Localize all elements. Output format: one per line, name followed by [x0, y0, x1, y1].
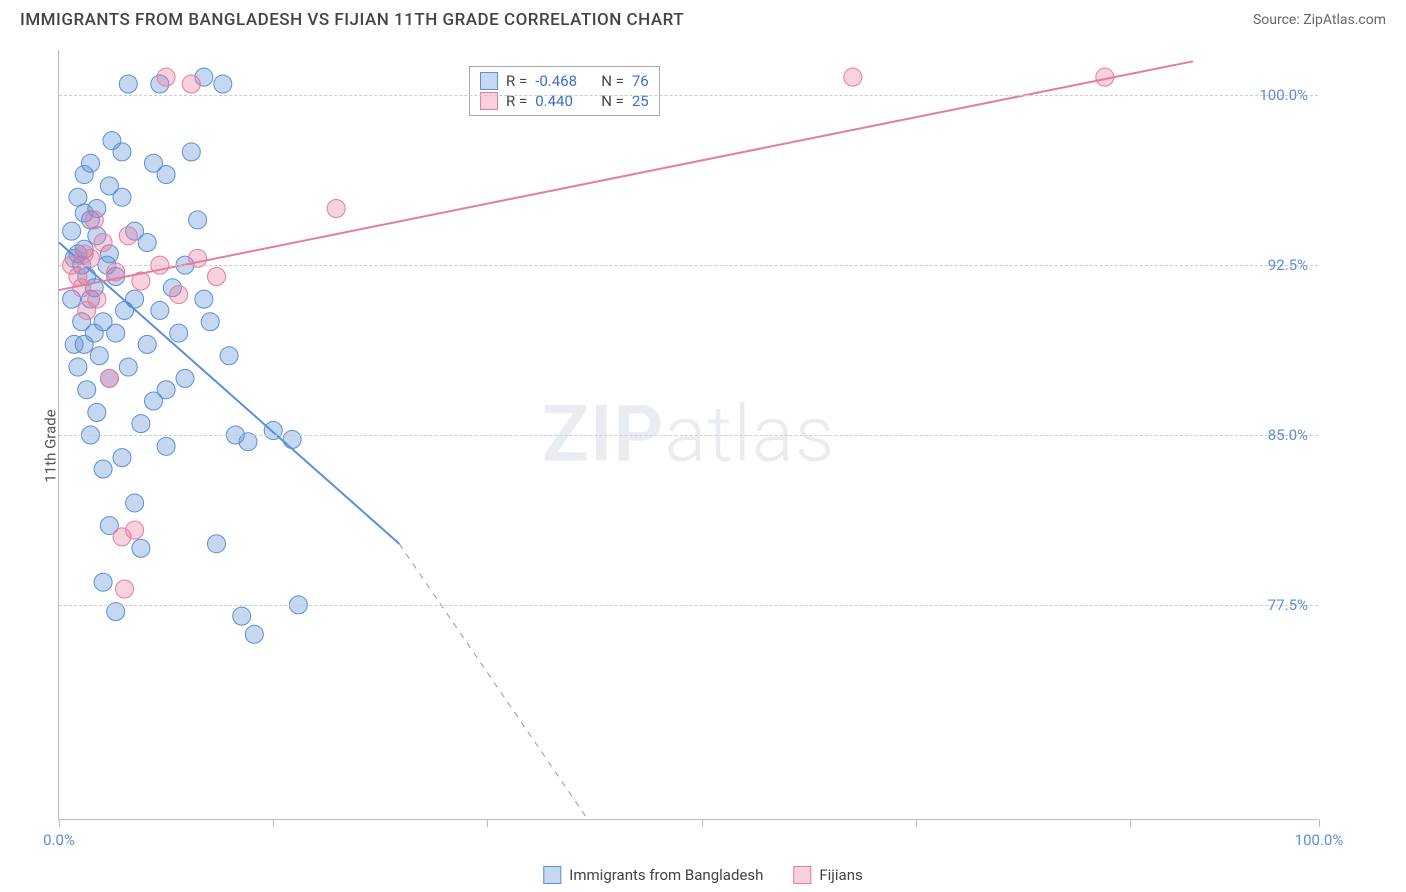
scatter-point [844, 68, 862, 86]
r-value: -0.468 [535, 72, 593, 90]
scatter-point [113, 188, 131, 206]
scatter-point [157, 68, 175, 86]
scatter-point [116, 580, 134, 598]
scatter-point [103, 132, 121, 150]
source-credit: Source: ZipAtlas.com [1253, 12, 1386, 28]
scatter-point [69, 358, 87, 376]
grid-line [59, 605, 1318, 606]
scatter-point [208, 535, 226, 553]
scatter-point [90, 347, 108, 365]
source-label: Source: [1253, 12, 1303, 28]
scatter-point [119, 358, 137, 376]
y-tick-label: 85.0% [1268, 426, 1308, 444]
chart-area: ZIPatlas R =-0.468N =76R =0.440N =25 100… [58, 50, 1318, 820]
scatter-point [126, 494, 144, 512]
scatter-point [85, 211, 103, 229]
trend-line [59, 243, 399, 544]
scatter-point [214, 75, 232, 93]
legend-swatch [543, 866, 561, 884]
legend-label: Fijians [819, 866, 862, 884]
x-tick-label-start: 0.0% [43, 831, 75, 849]
header: IMMIGRANTS FROM BANGLADESH VS FIJIAN 11T… [0, 0, 1406, 36]
scatter-point [119, 75, 137, 93]
scatter-point [327, 200, 345, 218]
scatter-point [85, 324, 103, 342]
scatter-point [94, 460, 112, 478]
legend-swatch [480, 72, 498, 90]
scatter-point [126, 521, 144, 539]
legend-stats-row: R =0.440N =25 [480, 91, 649, 111]
scatter-point [195, 290, 213, 308]
scatter-point [170, 324, 188, 342]
scatter-point [73, 279, 91, 297]
legend-item: Immigrants from Bangladesh [543, 866, 763, 884]
scatter-point [69, 188, 87, 206]
scatter-point [189, 211, 207, 229]
scatter-point [65, 335, 83, 353]
scatter-point [119, 227, 137, 245]
grid-line [59, 95, 1318, 96]
scatter-point [170, 286, 188, 304]
scatter-point [94, 234, 112, 252]
y-axis-label: 11th Grade [42, 409, 60, 482]
legend-stats-row: R = -0.468 N = 76 [480, 71, 649, 91]
x-tick [487, 819, 488, 827]
chart-title: IMMIGRANTS FROM BANGLADESH VS FIJIAN 11T… [20, 10, 684, 30]
scatter-point [138, 234, 156, 252]
grid-line [59, 435, 1318, 436]
n-label: N = [601, 72, 624, 90]
scatter-point [157, 437, 175, 455]
x-tick [702, 819, 703, 827]
scatter-point [78, 381, 96, 399]
scatter-point [182, 75, 200, 93]
x-tick [273, 819, 274, 827]
scatter-point [63, 222, 81, 240]
legend-bottom: Immigrants from Bangladesh Fijians [543, 866, 862, 884]
scatter-point [132, 539, 150, 557]
trend-line-dashed [399, 544, 588, 820]
scatter-point [176, 369, 194, 387]
scatter-point [220, 347, 238, 365]
scatter-point [82, 154, 100, 172]
scatter-point [107, 324, 125, 342]
scatter-point [138, 335, 156, 353]
x-tick [916, 819, 917, 827]
scatter-point [116, 301, 134, 319]
scatter-point [94, 573, 112, 591]
scatter-point [245, 625, 263, 643]
scatter-point [100, 369, 118, 387]
scatter-point [201, 313, 219, 331]
scatter-point [283, 431, 301, 449]
scatter-point [151, 301, 169, 319]
x-tick-label-end: 100.0% [1295, 831, 1344, 849]
legend-label: Immigrants from Bangladesh [569, 866, 763, 884]
scatter-point [113, 449, 131, 467]
scatter-point [88, 403, 106, 421]
scatter-point [233, 607, 251, 625]
legend-item: Fijians [793, 866, 862, 884]
legend-stats: R = -0.468 N = 76R =0.440N =25 [469, 66, 660, 116]
scatter-point [182, 143, 200, 161]
scatter-point [157, 166, 175, 184]
r-label: R = [506, 72, 527, 90]
legend-swatch [793, 866, 811, 884]
scatter-point [78, 301, 96, 319]
y-tick-label: 92.5% [1268, 256, 1308, 274]
scatter-point [157, 381, 175, 399]
x-tick [1319, 819, 1320, 827]
n-value: 76 [632, 72, 649, 90]
x-tick [59, 819, 60, 827]
y-tick-label: 100.0% [1259, 86, 1308, 104]
x-tick [1130, 819, 1131, 827]
scatter-point [208, 267, 226, 285]
grid-line [59, 265, 1318, 266]
source-name: ZipAtlas.com [1303, 12, 1386, 28]
y-tick-label: 77.5% [1268, 596, 1308, 614]
scatter-point [132, 415, 150, 433]
